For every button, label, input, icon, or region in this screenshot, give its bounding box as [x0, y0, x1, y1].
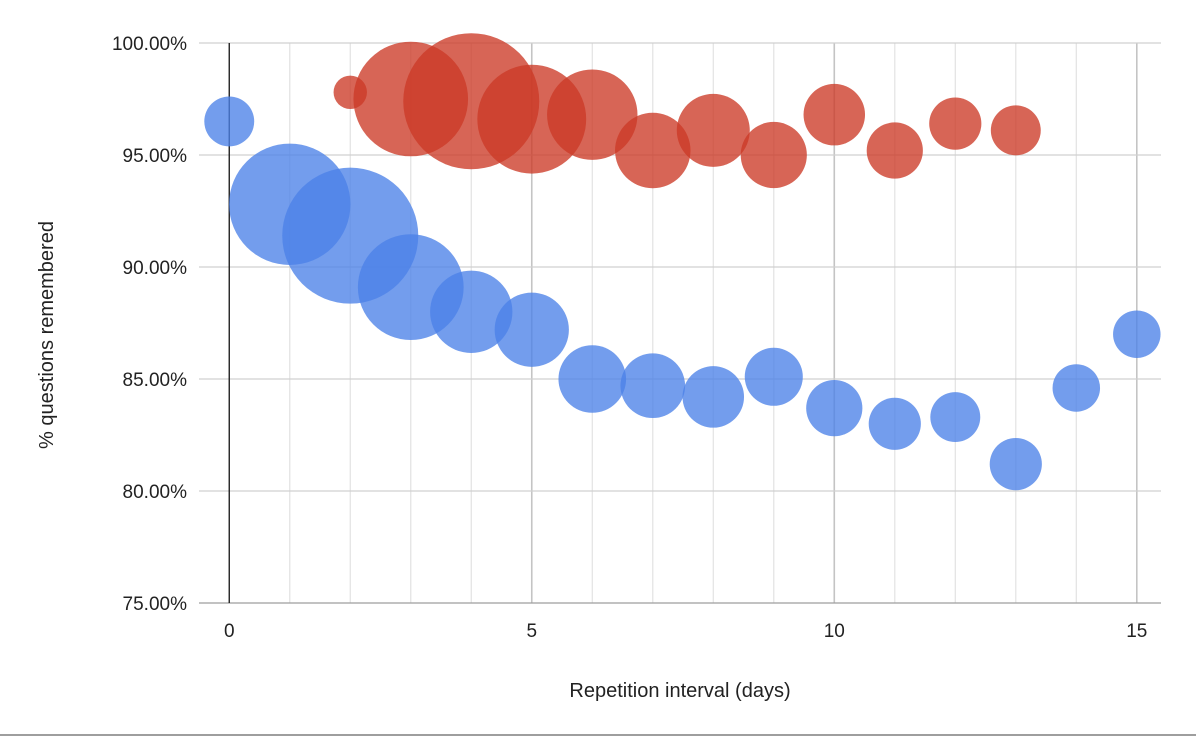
x-tick-label: 10 [824, 621, 845, 642]
x-axis-title: Repetition interval (days) [569, 680, 790, 702]
blue-series-bubble [682, 366, 745, 428]
red-series-bubble [676, 93, 750, 167]
y-tick-label: 80.00% [123, 482, 188, 503]
blue-series-bubble [558, 345, 627, 413]
y-tick-label: 100.00% [112, 34, 187, 55]
bottom-divider [0, 734, 1196, 736]
blue-series-bubble [1052, 364, 1101, 412]
blue-series-bubble [989, 438, 1042, 491]
blue-series-bubble [930, 392, 981, 443]
blue-series-bubble [868, 397, 921, 450]
blue-series-bubble [1113, 310, 1161, 358]
red-series-bubble [803, 83, 866, 146]
y-axis-title: % questions remembered [36, 221, 58, 449]
y-tick-label: 95.00% [123, 146, 188, 167]
x-tick-label: 15 [1126, 621, 1147, 642]
blue-series-bubble [744, 347, 803, 406]
y-tick-label: 85.00% [123, 370, 188, 391]
blue-series-bubble [204, 96, 255, 147]
red-series-bubble [547, 69, 638, 160]
y-tick-label: 75.00% [123, 594, 188, 615]
blue-series-bubble [494, 292, 569, 367]
red-series-bubble [615, 112, 691, 189]
x-tick-label: 5 [526, 621, 537, 642]
tick-layer: 75.00% 80.00% 85.00% 90.00% 95.00% 100.00% 0 5 1… [112, 34, 1147, 642]
bubble-layer [204, 33, 1161, 491]
red-series-bubble [866, 122, 923, 179]
x-tick-label: 0 [224, 621, 235, 642]
red-series-bubble [990, 105, 1041, 156]
blue-series-bubble [430, 270, 513, 353]
red-series-bubble [929, 97, 982, 150]
y-tick-label: 90.00% [123, 258, 188, 279]
blue-series-bubble [806, 380, 863, 437]
red-series-bubble [740, 121, 807, 189]
blue-series-bubble [620, 353, 686, 419]
